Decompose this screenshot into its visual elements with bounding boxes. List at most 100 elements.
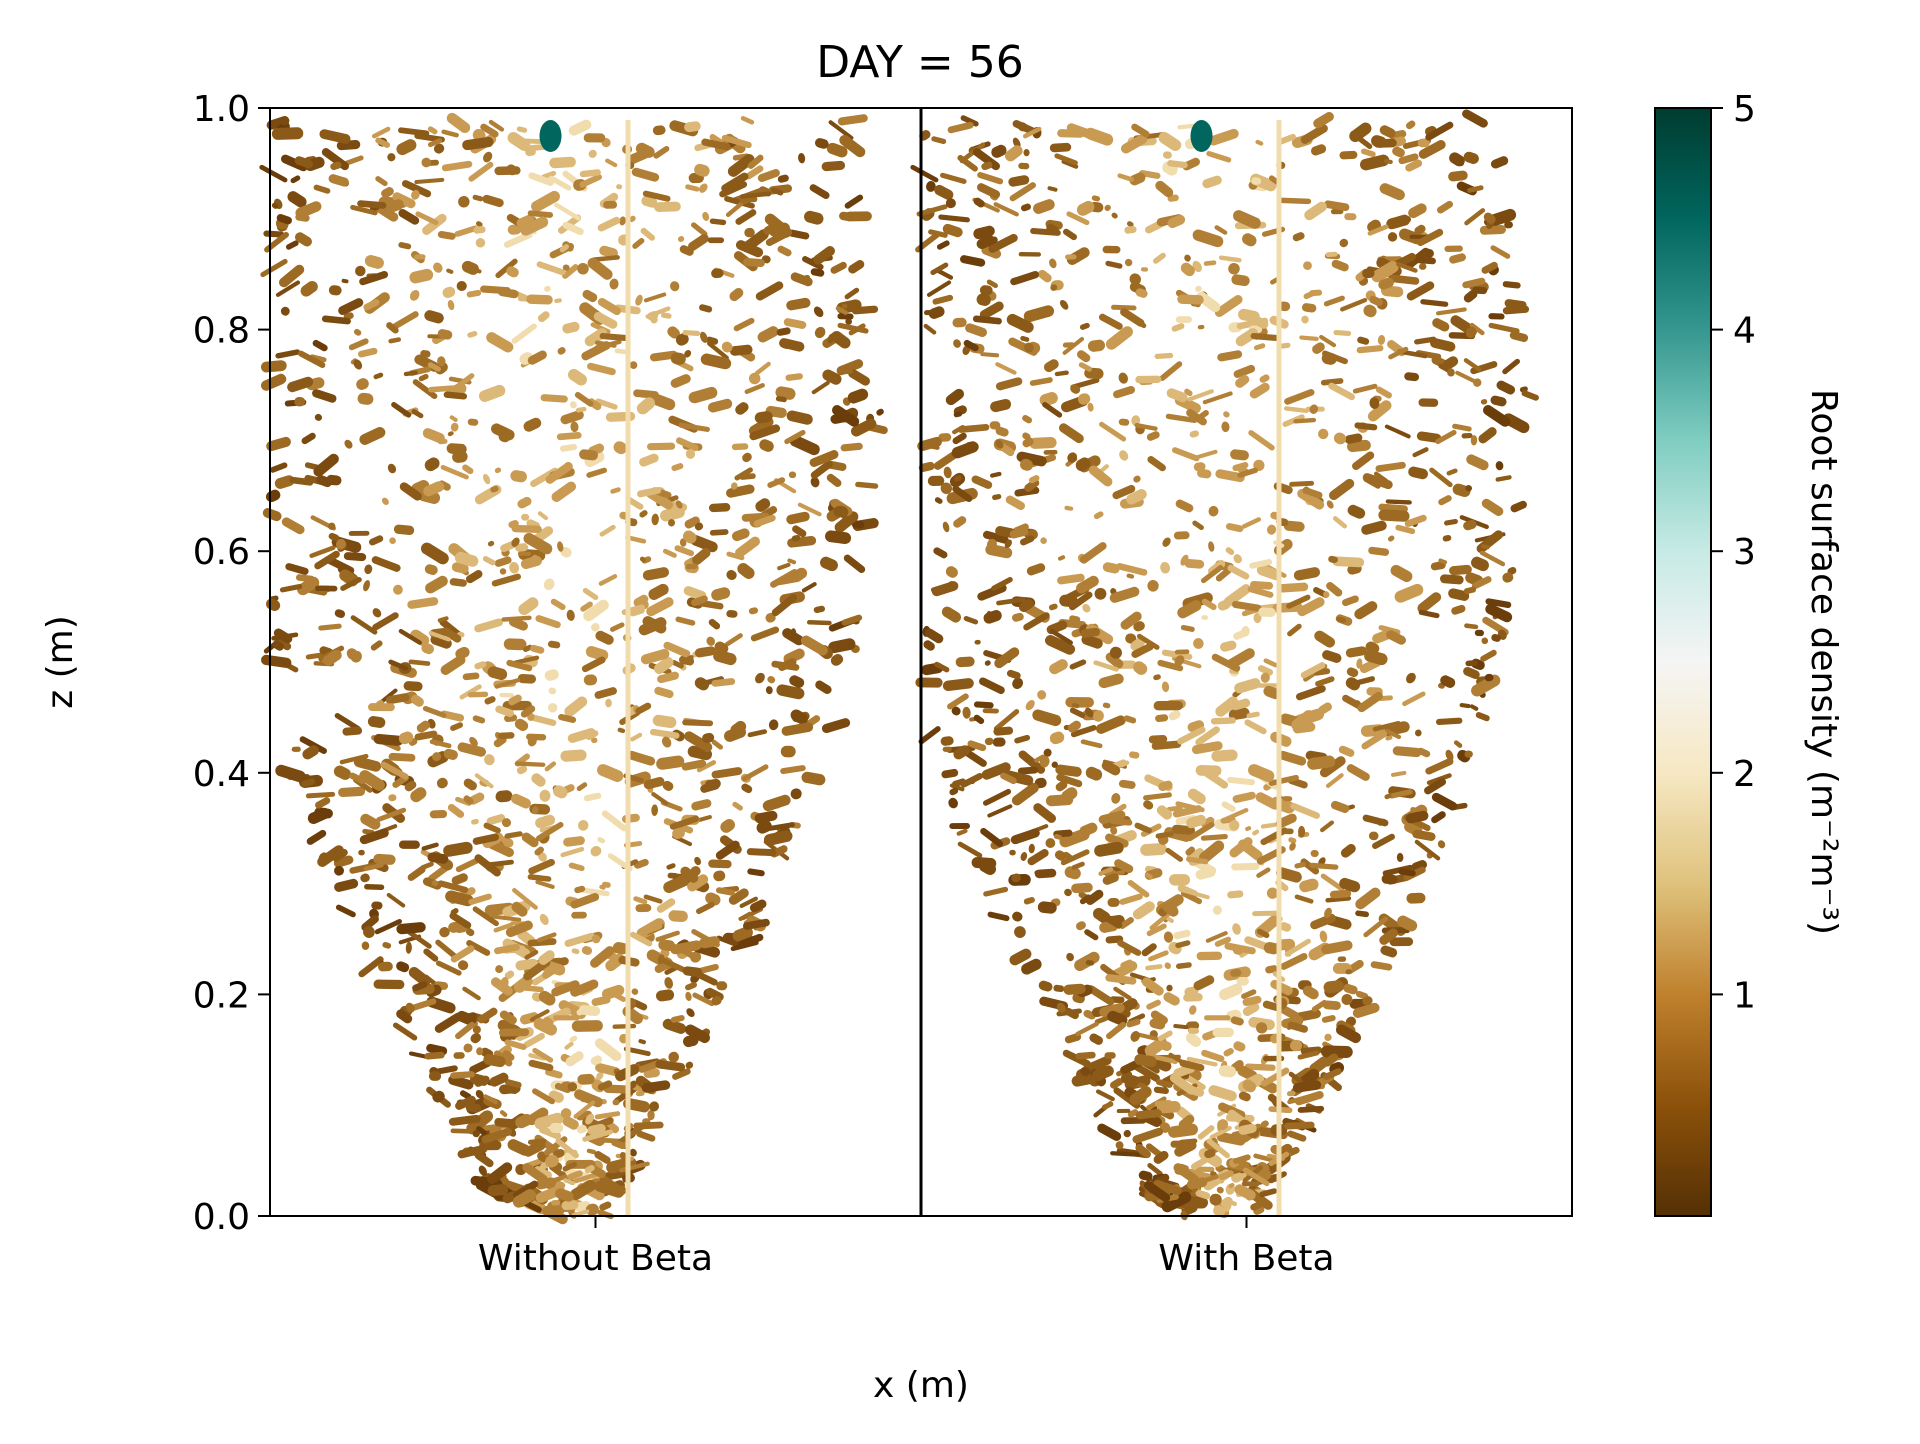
root-density-patch: [1293, 567, 1321, 581]
root-density-patch: [713, 870, 726, 882]
root-density-patch: [1158, 132, 1182, 151]
root-density-patch: [960, 772, 983, 788]
root-density-patch: [450, 722, 464, 731]
root-density-patch: [1318, 428, 1329, 440]
y-tick-label: 0.8: [193, 311, 250, 352]
root-density-patch: [1292, 1080, 1322, 1093]
root-density-patch: [285, 240, 299, 250]
root-density-patch: [1196, 468, 1212, 479]
root-density-patch: [358, 956, 384, 978]
root-density-patch: [1415, 350, 1442, 360]
root-density-patch: [1101, 760, 1121, 776]
root-density-patch: [1297, 1050, 1320, 1060]
root-density-patch: [1004, 539, 1012, 549]
root-density-patch: [930, 583, 954, 593]
root-density-patch: [1502, 281, 1521, 289]
root-density-patch: [471, 818, 479, 825]
root-density-patch: [1339, 238, 1349, 248]
root-density-patch: [1087, 985, 1115, 1006]
root-density-patch: [1153, 252, 1166, 264]
root-density-patch: [578, 1005, 601, 1017]
root-density-patch: [449, 415, 458, 422]
root-density-patch: [1256, 928, 1270, 939]
root-density-patch: [1193, 462, 1206, 472]
root-density-patch: [371, 126, 391, 139]
root-density-patch: [529, 554, 538, 566]
root-density-patch: [573, 1100, 596, 1119]
root-density-patch: [1294, 862, 1306, 869]
root-density-patch: [1180, 262, 1195, 277]
root-density-patch: [987, 804, 1013, 818]
root-density-patch: [468, 161, 494, 182]
root-density-patch: [1444, 245, 1463, 253]
root-density-patch: [1099, 1003, 1125, 1017]
root-density-patch: [569, 401, 577, 409]
root-density-patch: [576, 1124, 587, 1134]
root-density-patch: [584, 328, 608, 347]
root-density-patch: [373, 372, 384, 380]
root-density-patch: [1220, 807, 1249, 823]
root-density-patch: [953, 411, 963, 418]
root-density-patch: [1259, 374, 1270, 383]
root-density-patch: [989, 471, 1002, 478]
root-density-patch: [1356, 345, 1384, 354]
root-density-patch: [638, 1039, 646, 1045]
root-density-patch: [706, 336, 719, 345]
root-density-patch: [1065, 697, 1094, 708]
root-density-patch: [462, 464, 474, 475]
root-density-patch: [1056, 773, 1083, 788]
root-density-patch: [1254, 343, 1266, 351]
root-density-patch: [388, 794, 397, 802]
root-density-patch: [457, 960, 469, 971]
root-density-patch: [1125, 633, 1137, 644]
root-density-patch: [821, 718, 851, 734]
root-density-patch: [724, 195, 755, 209]
root-density-patch: [651, 513, 659, 526]
root-density-patch: [1216, 1186, 1224, 1194]
root-density-patch: [786, 410, 813, 425]
root-density-patch: [981, 161, 993, 171]
root-density-patch: [497, 287, 519, 299]
root-density-patch: [1012, 612, 1024, 622]
root-density-patch: [1452, 423, 1472, 432]
root-density-patch: [1424, 778, 1447, 795]
root-density-patch: [662, 548, 677, 558]
root-density-patch: [729, 288, 744, 302]
root-density-patch: [483, 822, 501, 834]
root-density-patch: [806, 620, 832, 626]
root-density-patch: [771, 187, 784, 196]
root-density-patch: [1132, 901, 1155, 920]
root-density-patch: [1033, 199, 1055, 214]
root-density-patch: [1463, 358, 1482, 372]
root-density-patch: [732, 926, 753, 942]
root-density-patch: [670, 374, 691, 388]
root-density-patch: [1049, 659, 1068, 675]
root-density-patch: [1141, 943, 1157, 957]
root-density-patch: [1279, 922, 1292, 932]
root-density-patch: [1180, 624, 1195, 632]
root-density-patch: [1336, 616, 1347, 623]
root-density-patch: [314, 550, 340, 570]
root-density-patch: [738, 911, 752, 921]
root-density-patch: [1392, 746, 1422, 758]
root-density-patch: [675, 616, 696, 626]
root-density-patch: [401, 180, 432, 198]
root-density-patch: [579, 449, 598, 461]
root-density-patch: [1301, 315, 1309, 324]
root-density-patch: [562, 1161, 578, 1172]
root-density-patch: [976, 235, 996, 250]
root-density-patch: [711, 739, 723, 750]
root-density-patch: [486, 814, 506, 825]
root-density-patch: [1469, 322, 1485, 336]
root-density-patch: [452, 450, 468, 463]
root-density-patch: [1017, 766, 1039, 775]
root-density-patch: [1286, 1090, 1296, 1097]
root-density-patch: [262, 508, 282, 522]
root-density-patch: [1055, 780, 1068, 792]
root-density-patch: [1314, 630, 1335, 648]
root-density-patch: [305, 791, 336, 799]
root-density-patch: [1120, 308, 1145, 327]
root-density-patch: [1475, 711, 1490, 722]
root-density-patch: [499, 692, 514, 698]
root-density-patch: [275, 349, 301, 359]
